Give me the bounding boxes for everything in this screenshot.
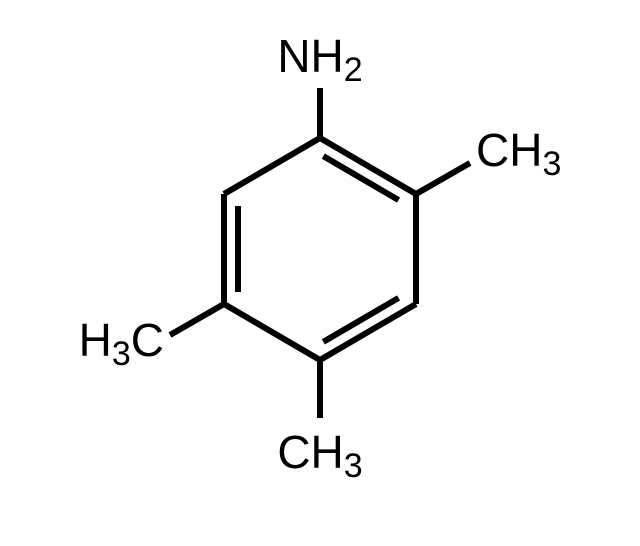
ring-bond — [224, 138, 320, 194]
label-ch3_5: H3C — [79, 314, 164, 373]
label-ch3_2: CH3 — [476, 124, 561, 183]
label-ch3_4: CH3 — [277, 426, 362, 485]
ring-bond — [224, 304, 320, 360]
molecule-diagram: NH2 CH3 CH3 H3C — [0, 0, 640, 546]
label-nh2: NH2 — [277, 30, 362, 89]
substituent-bond-ch3_5 — [170, 304, 224, 335]
substituent-bond-ch3_2 — [416, 163, 470, 194]
